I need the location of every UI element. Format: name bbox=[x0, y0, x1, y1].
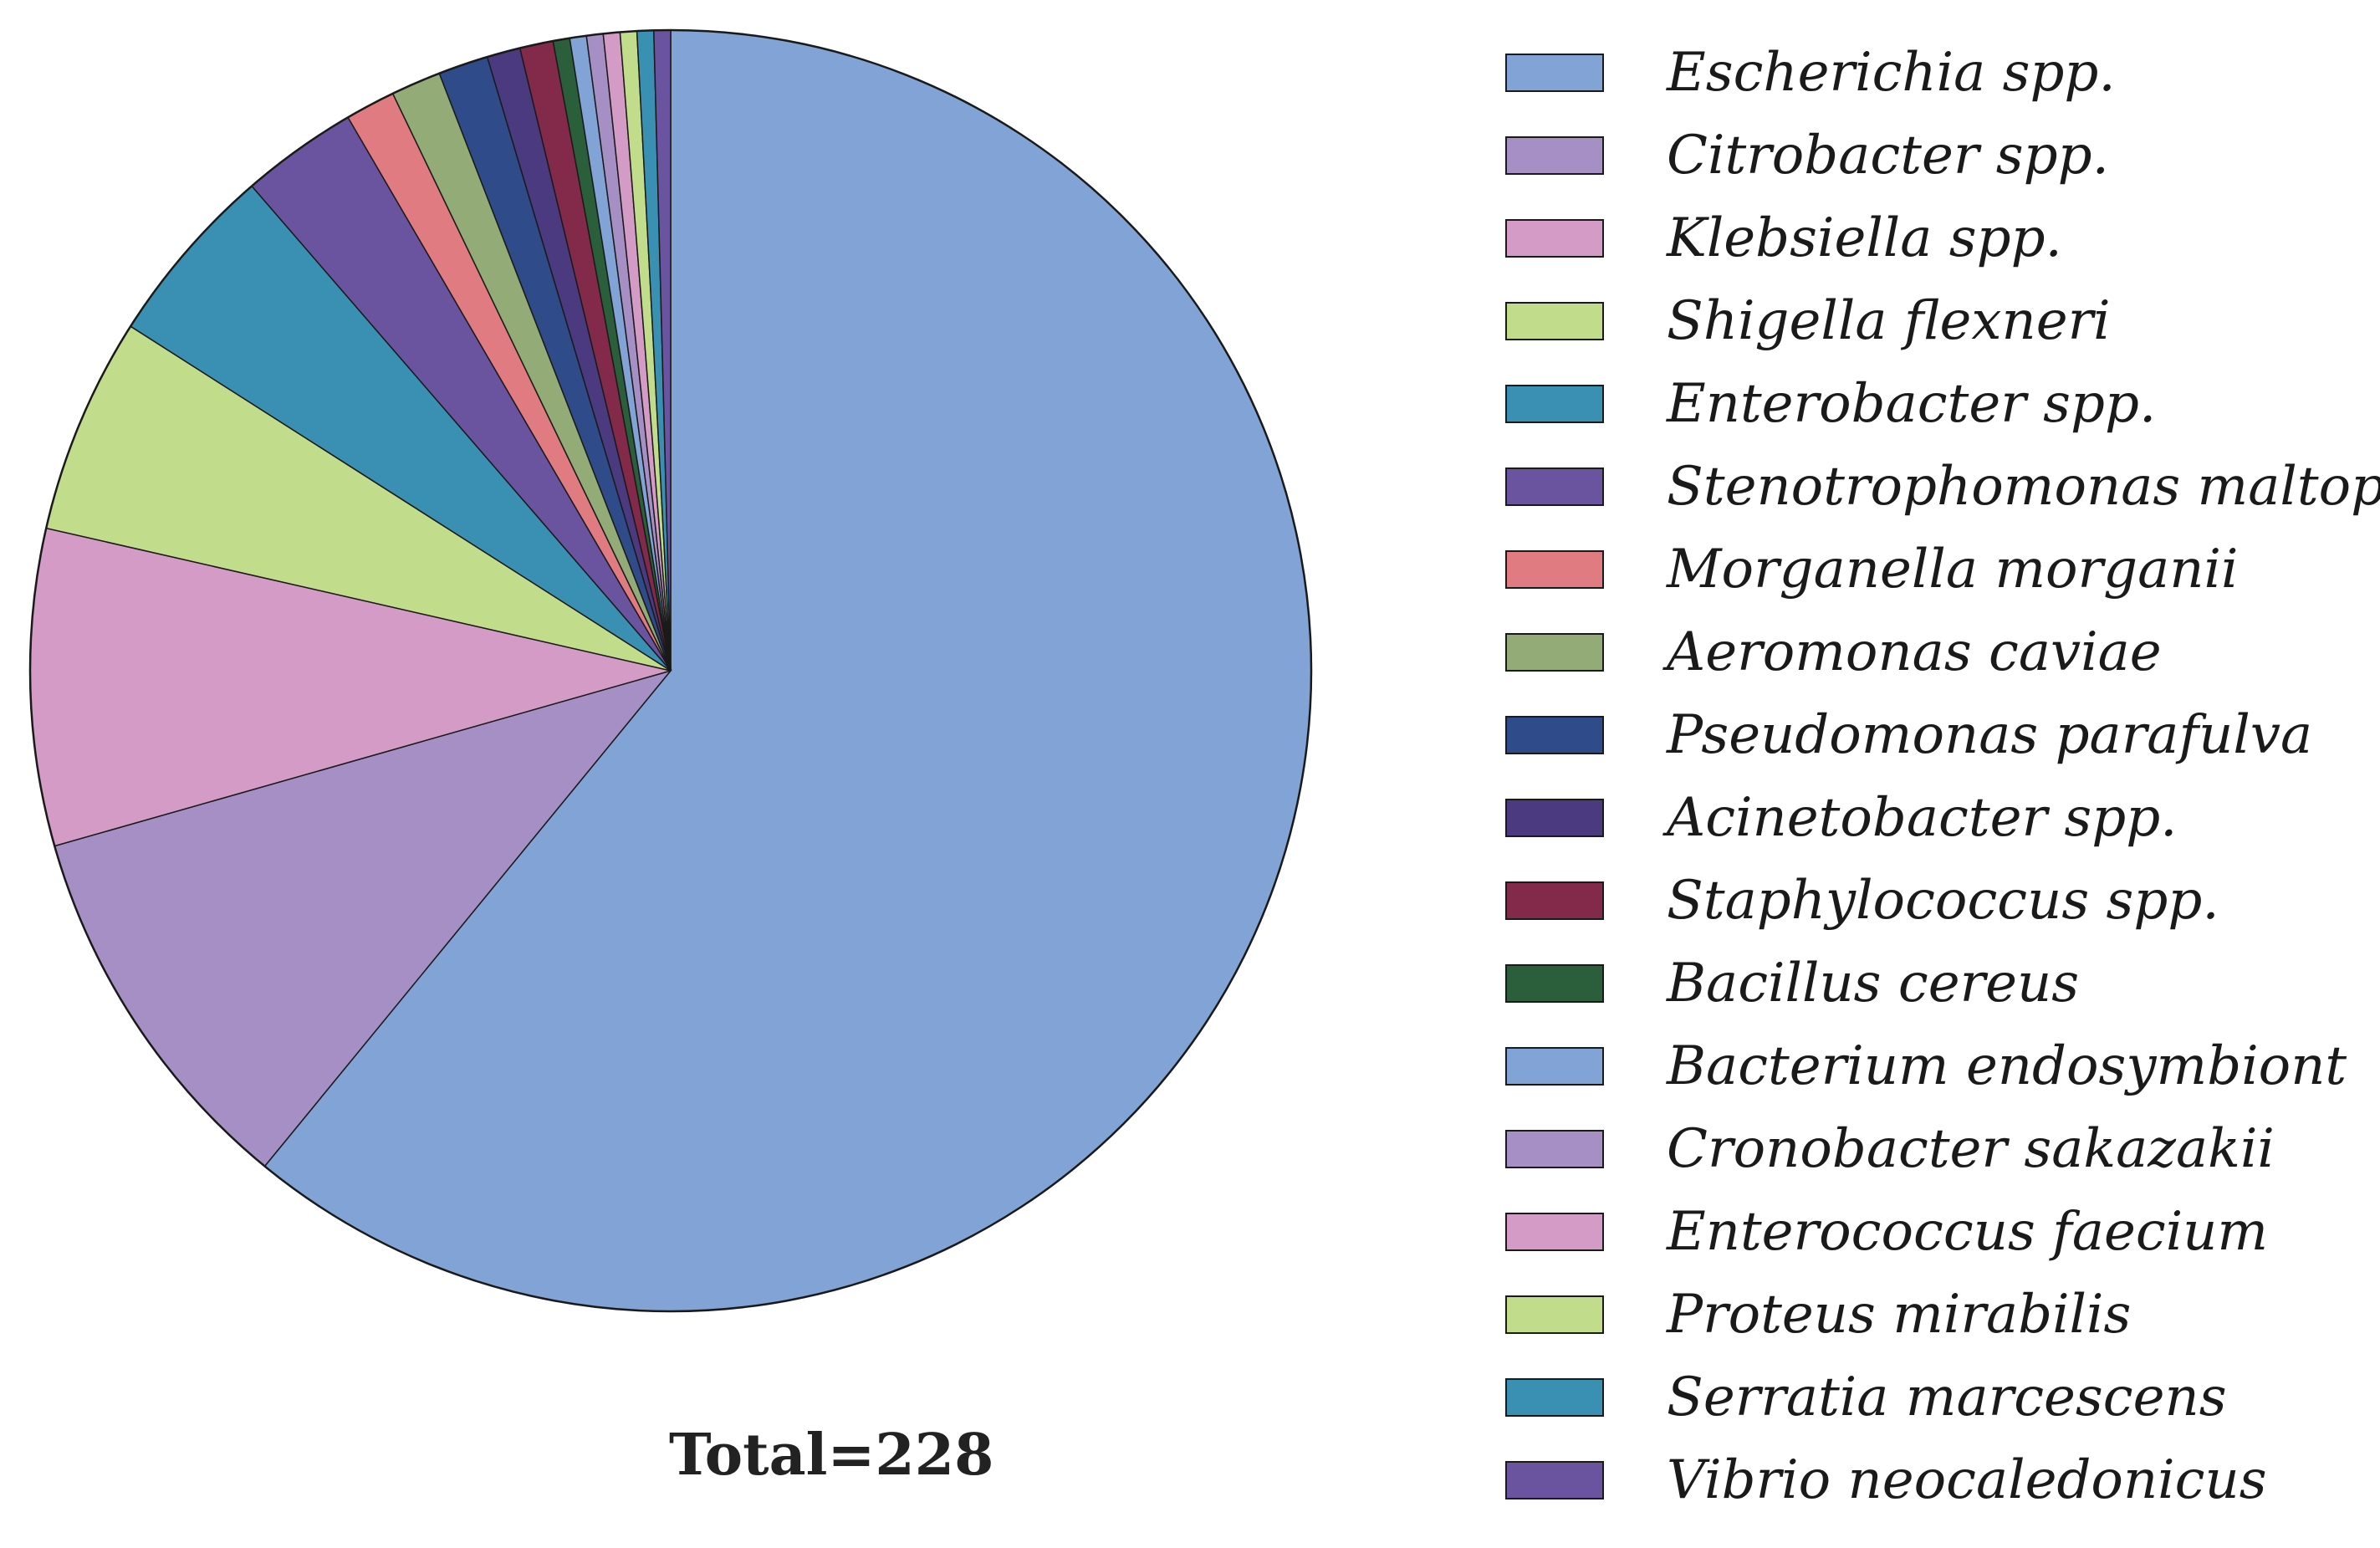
pie-outline bbox=[28, 28, 1313, 1313]
legend-swatch-10 bbox=[1505, 881, 1604, 920]
legend-swatch-9 bbox=[1505, 799, 1604, 837]
legend-label-6: Morganella morganii bbox=[1667, 539, 2239, 600]
legend-label-10: Staphylococcus spp. bbox=[1667, 870, 2219, 932]
legend-label-14: Enterococcus faecium bbox=[1667, 1201, 2269, 1263]
legend-label-9: Acinetobacter spp. bbox=[1667, 787, 2178, 849]
legend-label-5: Stenotrophomonas maltophi bbox=[1667, 456, 2380, 518]
legend-label-15: Proteus mirabilis bbox=[1667, 1284, 2132, 1346]
legend-swatch-1 bbox=[1505, 136, 1604, 175]
legend-swatch-12 bbox=[1505, 1047, 1604, 1086]
legend-label-3: Shigella flexneri bbox=[1667, 290, 2111, 352]
legend-label-7: Aeromonas caviae bbox=[1667, 621, 2162, 683]
legend-label-17: Vibrio neocaledonicus bbox=[1667, 1449, 2267, 1511]
legend-label-8: Pseudomonas parafulva bbox=[1667, 704, 2313, 766]
legend-label-2: Klebsiella spp. bbox=[1667, 207, 2062, 269]
legend-swatch-15 bbox=[1505, 1295, 1604, 1334]
legend-label-1: Citrobacter spp. bbox=[1667, 125, 2109, 186]
legend-swatch-11 bbox=[1505, 964, 1604, 1003]
legend-swatch-14 bbox=[1505, 1213, 1604, 1251]
legend-swatch-4 bbox=[1505, 385, 1604, 423]
legend-swatch-8 bbox=[1505, 716, 1604, 754]
total-label: Total=228 bbox=[669, 1422, 994, 1489]
legend-label-16: Serratia marcescens bbox=[1667, 1367, 2227, 1428]
legend-swatch-17 bbox=[1505, 1461, 1604, 1499]
legend-swatch-6 bbox=[1505, 550, 1604, 589]
legend-label-4: Enterobacter spp. bbox=[1667, 373, 2157, 435]
legend-swatch-3 bbox=[1505, 302, 1604, 340]
legend-swatch-13 bbox=[1505, 1130, 1604, 1168]
legend-swatch-5 bbox=[1505, 467, 1604, 506]
legend-swatch-0 bbox=[1505, 54, 1604, 92]
legend-label-0: Escherichia spp. bbox=[1667, 42, 2116, 104]
legend-label-12: Bacterium endosymbiont bbox=[1667, 1035, 2347, 1097]
legend-swatch-16 bbox=[1505, 1378, 1604, 1417]
legend-swatch-2 bbox=[1505, 219, 1604, 258]
legend-swatch-7 bbox=[1505, 633, 1604, 672]
legend-label-11: Bacillus cereus bbox=[1667, 953, 2080, 1014]
legend-label-13: Cronobacter sakazakii bbox=[1667, 1118, 2275, 1180]
